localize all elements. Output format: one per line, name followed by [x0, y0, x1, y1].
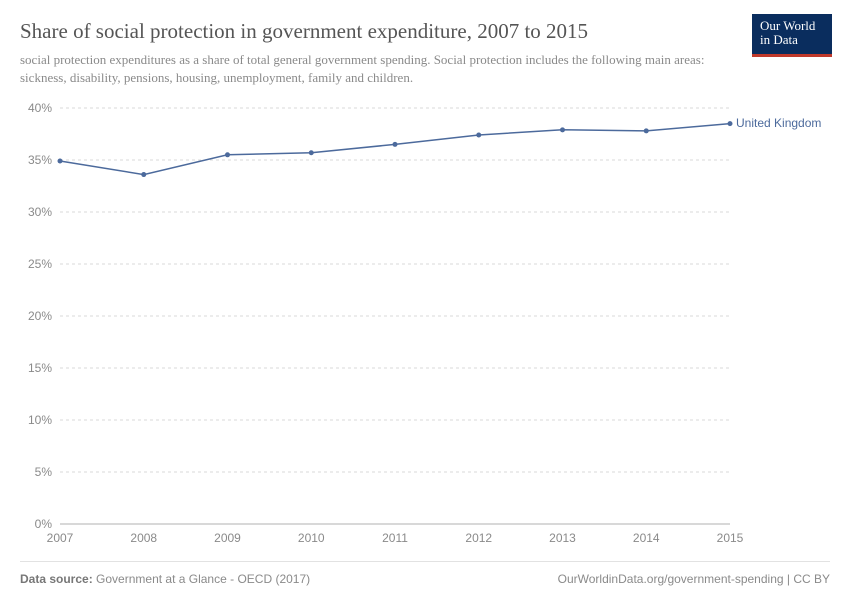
attribution: OurWorldinData.org/government-spending |…: [558, 572, 830, 586]
svg-text:20%: 20%: [28, 309, 52, 323]
series-label: United Kingdom: [736, 116, 821, 130]
svg-text:2010: 2010: [298, 531, 325, 545]
chart-plot-area: 0% 5% 10% 15% 20% 25% 30% 35% 40% 2007 2008 2009 201…: [20, 100, 830, 550]
chart-header: Our World in Data Share of social protec…: [0, 0, 850, 98]
data-point: [225, 152, 230, 157]
source-label: Data source:: [20, 572, 93, 586]
data-point: [58, 159, 63, 164]
svg-text:2009: 2009: [214, 531, 241, 545]
svg-text:40%: 40%: [28, 101, 52, 115]
data-source: Data source: Government at a Glance - OE…: [20, 572, 310, 586]
data-point: [644, 128, 649, 133]
svg-text:2011: 2011: [382, 531, 408, 545]
source-value: Government at a Glance - OECD (2017): [96, 572, 310, 586]
line-chart-svg: 0% 5% 10% 15% 20% 25% 30% 35% 40% 2007 2008 2009 201…: [20, 100, 830, 550]
svg-text:0%: 0%: [35, 517, 53, 531]
data-point: [393, 142, 398, 147]
data-point: [728, 121, 733, 126]
chart-subtitle: social protection expenditures as a shar…: [20, 51, 830, 87]
chart-title: Share of social protection in government…: [20, 18, 830, 45]
svg-text:2013: 2013: [549, 531, 576, 545]
data-point: [309, 150, 314, 155]
svg-text:5%: 5%: [35, 465, 53, 479]
svg-text:2008: 2008: [130, 531, 157, 545]
svg-text:2012: 2012: [465, 531, 492, 545]
svg-text:2015: 2015: [717, 531, 744, 545]
chart-footer: Data source: Government at a Glance - OE…: [20, 561, 830, 586]
svg-text:30%: 30%: [28, 205, 52, 219]
svg-text:2014: 2014: [633, 531, 660, 545]
owid-logo: Our World in Data: [752, 14, 832, 57]
svg-text:2007: 2007: [47, 531, 74, 545]
logo-text-1: Our World: [760, 18, 815, 33]
svg-text:10%: 10%: [28, 413, 52, 427]
svg-text:15%: 15%: [28, 361, 52, 375]
data-point: [476, 133, 481, 138]
svg-text:25%: 25%: [28, 257, 52, 271]
data-point: [560, 127, 565, 132]
svg-text:35%: 35%: [28, 153, 52, 167]
data-point: [141, 172, 146, 177]
logo-text-2: in Data: [760, 32, 798, 47]
